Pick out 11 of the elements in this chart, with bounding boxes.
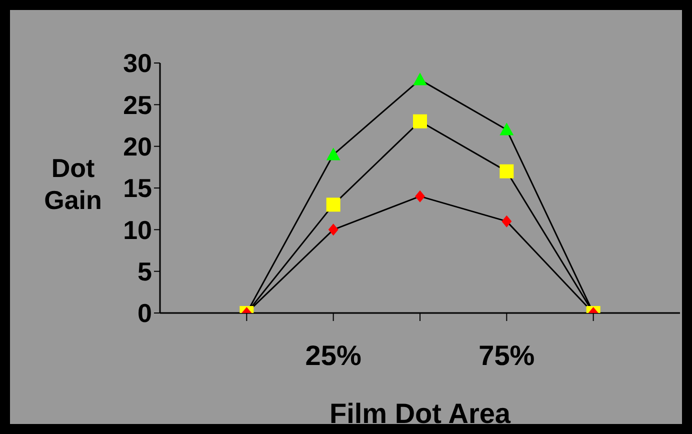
y-tick-label: 0 xyxy=(138,298,152,328)
y-tick-label: 30 xyxy=(123,48,152,78)
y-tick-label: 5 xyxy=(138,256,152,287)
x-tick-label: 25% xyxy=(305,340,362,371)
x-axis-title: Film Dot Area xyxy=(328,398,512,430)
y-tick-label: 25 xyxy=(123,90,152,120)
y-tick-label: 10 xyxy=(123,214,152,245)
y-tick-label: 20 xyxy=(123,132,152,162)
y-tick-label: 15 xyxy=(123,173,152,204)
x-tick-label: 75% xyxy=(478,340,535,371)
y-axis-title: Dot Gain xyxy=(43,152,103,216)
